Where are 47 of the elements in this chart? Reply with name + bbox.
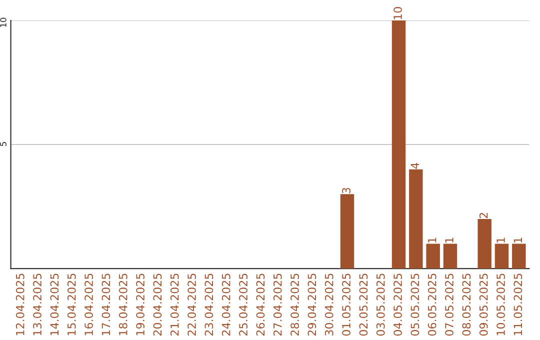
- data-label: 4: [410, 162, 419, 169]
- bar: [512, 244, 526, 269]
- x-tick-label: 08.05.2025: [462, 274, 471, 336]
- x-tick-label: 27.04.2025: [273, 274, 282, 336]
- data-label: 1: [428, 238, 436, 243]
- bar: [478, 218, 492, 269]
- x-tick-label: 09.05.2025: [479, 274, 488, 336]
- x-tick-label: 28.04.2025: [290, 274, 299, 336]
- x-tick-label: 22.04.2025: [188, 274, 196, 336]
- x-tick-label: 21.04.2025: [170, 274, 179, 336]
- x-tick-label: 13.04.2025: [33, 274, 42, 336]
- y-tick-label: 5: [0, 142, 6, 146]
- x-tick-label: 14.04.2025: [50, 274, 59, 336]
- bar: [409, 169, 423, 269]
- x-tick-label: 10.05.2025: [496, 274, 505, 336]
- x-tick-label: 30.04.2025: [324, 274, 334, 336]
- x-tick-label: 01.05.2025: [342, 274, 350, 336]
- data-label: 2: [479, 213, 488, 218]
- x-tick-label: 02.05.2025: [359, 274, 368, 336]
- x-tick-label: 16.04.2025: [84, 274, 93, 336]
- x-tick-label: 07.05.2025: [445, 274, 454, 336]
- x-tick-label: 04.05.2025: [394, 274, 402, 336]
- bar: [443, 244, 458, 269]
- x-tick-label: 20.04.2025: [153, 274, 162, 336]
- x-tick-label: 19.04.2025: [136, 274, 144, 336]
- x-tick-label: 15.04.2025: [67, 274, 76, 336]
- bar: [426, 244, 440, 269]
- x-tick-label: 29.04.2025: [308, 274, 316, 336]
- x-tick-label: 25.04.2025: [239, 274, 248, 336]
- bar: [340, 194, 354, 269]
- x-tick-label: 12.04.2025: [16, 274, 24, 336]
- data-label: 1: [496, 238, 505, 243]
- x-tick-label: 03.05.2025: [376, 274, 385, 336]
- x-tick-label: 23.04.2025: [204, 274, 214, 336]
- x-tick-label: 17.04.2025: [102, 274, 110, 336]
- data-label: 1: [514, 238, 522, 243]
- x-tick-label: 24.04.2025: [222, 274, 230, 336]
- data-label: 1: [445, 238, 454, 243]
- data-label: 10: [394, 7, 402, 20]
- x-tick-label: 11.05.2025: [514, 274, 522, 336]
- x-tick-label: 18.04.2025: [118, 274, 128, 336]
- x-tick-label: 06.05.2025: [428, 274, 436, 336]
- bar: [494, 244, 509, 269]
- x-tick-label: 26.04.2025: [256, 274, 265, 336]
- bar: [392, 20, 406, 269]
- data-label: 3: [342, 188, 350, 194]
- x-tick-label: 05.05.2025: [410, 274, 420, 336]
